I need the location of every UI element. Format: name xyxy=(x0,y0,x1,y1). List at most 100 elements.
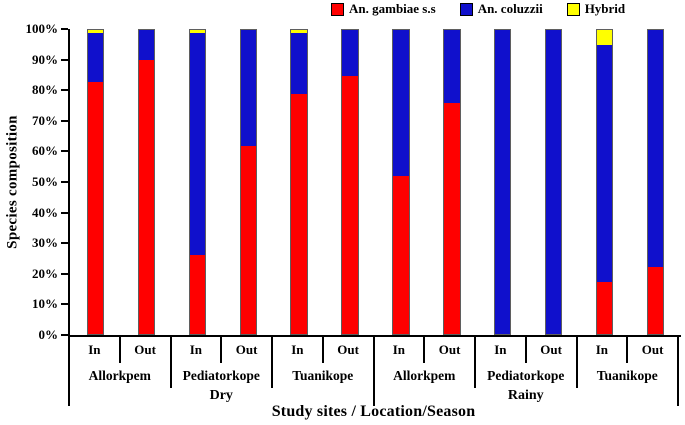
bar-cell xyxy=(426,29,477,335)
location-label: Out xyxy=(121,337,172,363)
bar-segment-gambiae xyxy=(87,81,104,334)
bar-segment-coluzzii xyxy=(393,30,409,176)
y-tick-mark xyxy=(61,272,68,275)
legend-label-hybrid: Hybrid xyxy=(584,1,626,16)
stacked-bar xyxy=(443,29,461,335)
site-label: Allorkpem xyxy=(68,363,172,388)
y-tick-label: 20% xyxy=(32,265,58,281)
location-label: In xyxy=(375,337,426,363)
location-label: Out xyxy=(628,337,679,363)
y-tick-mark xyxy=(61,150,68,153)
stacked-bar xyxy=(239,29,257,335)
bar-cell xyxy=(223,29,274,335)
y-tick-mark xyxy=(61,119,68,122)
bar-segment-hybrid xyxy=(597,30,613,46)
xrow-season: Dry Rainy xyxy=(68,388,679,406)
bar-segment-coluzzii xyxy=(87,33,104,82)
y-tick-mark xyxy=(61,181,68,183)
bar-segment-hybrid xyxy=(291,30,307,34)
location-label: In xyxy=(68,337,121,363)
bar-cell xyxy=(579,29,630,335)
coluzzii-swatch-icon xyxy=(459,2,473,16)
y-tick-label: 50% xyxy=(32,174,58,189)
bar-segment-hybrid xyxy=(189,30,205,34)
season-label: Dry xyxy=(68,388,375,406)
bar-segment-gambiae xyxy=(240,145,256,334)
site-label: Tuanikope xyxy=(273,363,375,388)
bar-segment-gambiae xyxy=(647,267,664,334)
location-label: In xyxy=(172,337,223,363)
bar-segment-coluzzii xyxy=(647,30,664,268)
y-tick-label: 30% xyxy=(32,235,58,251)
y-tick-label: 70% xyxy=(32,112,58,128)
y-tick-mark xyxy=(61,28,68,30)
xrow-loc: In Out In Out In Out In Out In Out In Out xyxy=(68,337,679,363)
bar-segment-coluzzii xyxy=(546,30,562,334)
gambiae-swatch-icon xyxy=(331,2,344,16)
location-label: Out xyxy=(527,337,578,363)
stacked-bar xyxy=(137,29,156,335)
hybrid-swatch-icon xyxy=(566,2,580,16)
bar-segment-gambiae xyxy=(291,93,307,334)
y-tick-label: 0% xyxy=(38,327,59,342)
y-tick-mark xyxy=(61,242,68,245)
bar-segment-coluzzii xyxy=(342,30,358,76)
bar-segment-coluzzii xyxy=(189,33,205,255)
y-tick-label: 80% xyxy=(32,82,58,98)
stacked-bar xyxy=(188,29,206,335)
location-label: Out xyxy=(222,337,273,363)
stacked-bar xyxy=(596,29,614,335)
bar-cell xyxy=(121,29,172,335)
legend-item-coluzzii: An. coluzzii xyxy=(459,1,543,17)
stacked-bar xyxy=(290,29,308,335)
site-label: Tuanikope xyxy=(578,363,679,388)
stacked-bar xyxy=(392,29,410,335)
site-label: Pediatorkope xyxy=(172,363,273,388)
bar-cell xyxy=(528,29,579,335)
stacked-bar xyxy=(494,29,512,335)
bar-cell xyxy=(172,29,223,335)
legend-label-coluzzii: An. coluzzii xyxy=(477,1,543,16)
y-tick-label: 40% xyxy=(32,204,58,220)
bar-cell xyxy=(376,29,427,335)
location-label: In xyxy=(476,337,527,363)
xrow-site: Allorkpem Pediatorkope Tuanikope Allorkpem P… xyxy=(68,363,679,388)
y-tick-mark xyxy=(61,334,68,336)
bar-segment-gambiae xyxy=(189,254,205,334)
category-axis: In Out In Out In Out In Out In Out In Out Allorkpem P… xyxy=(68,337,679,406)
bar-segment-gambiae xyxy=(444,102,460,334)
y-tick-label: 10% xyxy=(32,296,58,312)
chart-legend: An. gambiae s.s An. coluzzii Hybrid xyxy=(331,1,625,17)
bar-cell xyxy=(70,29,121,335)
location-label: Out xyxy=(324,337,375,363)
bar-cell xyxy=(274,29,325,335)
location-label: In xyxy=(273,337,324,363)
y-tick-label: 60% xyxy=(32,143,58,159)
bar-segment-gambiae xyxy=(342,75,358,334)
bar-segment-coluzzii xyxy=(495,30,511,334)
y-tick-label: 100% xyxy=(25,21,59,36)
legend-item-gambiae: An. gambiae s.s xyxy=(331,1,436,17)
stacked-bar xyxy=(646,29,665,335)
stacked-bar xyxy=(86,29,105,335)
site-label: Allorkpem xyxy=(375,363,476,388)
location-label: Out xyxy=(425,337,476,363)
site-label: Pediatorkope xyxy=(476,363,578,388)
bar-segment-gambiae xyxy=(597,282,613,334)
plot-area: 0% 10% 20% 30% 40% 50% 60% 70% 80% 90% 100% xyxy=(26,21,681,342)
stacked-bar xyxy=(341,29,359,335)
bar-cell xyxy=(325,29,376,335)
season-label: Rainy xyxy=(375,388,679,406)
x-axis-title: Study sites / Location/Season xyxy=(271,403,476,420)
bar-cell xyxy=(477,29,528,335)
y-tick-mark xyxy=(61,303,68,306)
bar-segment-coluzzii xyxy=(138,30,155,61)
y-tick-label: 90% xyxy=(32,51,58,67)
bar-series-container xyxy=(70,29,681,335)
bar-segment-gambiae xyxy=(138,60,155,334)
bar-segment-coluzzii xyxy=(240,30,256,146)
legend-item-hybrid: Hybrid xyxy=(566,1,626,17)
stacked-bar xyxy=(545,29,563,335)
y-tick-mark xyxy=(61,89,68,92)
